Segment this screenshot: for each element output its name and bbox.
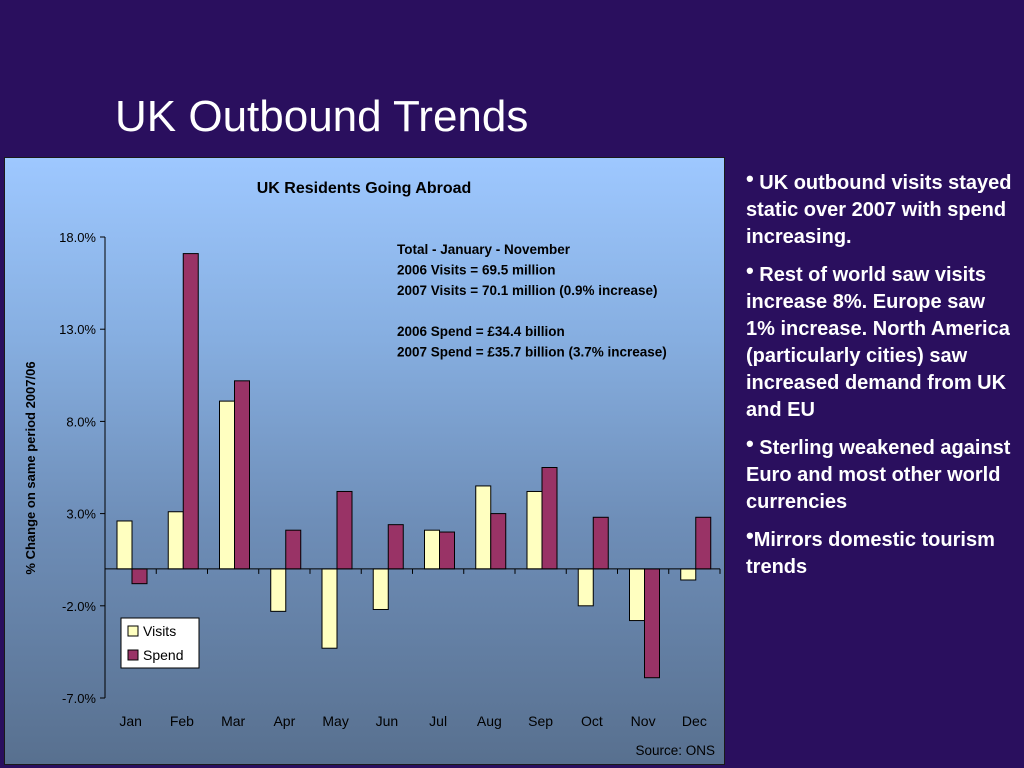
legend-swatch <box>127 649 139 661</box>
legend-label: Spend <box>143 647 183 663</box>
x-tick-label: Dec <box>682 713 707 729</box>
bullet-item: • Rest of world saw visits increase 8%. … <box>746 257 1016 424</box>
bar-visits <box>577 568 594 607</box>
bar-spend <box>695 516 712 570</box>
bar-spend <box>490 513 507 570</box>
chart-title: UK Residents Going Abroad <box>257 180 472 197</box>
bar-spend <box>336 490 353 570</box>
x-tick-label: Apr <box>273 713 295 729</box>
source-note: Source: ONS <box>635 743 715 758</box>
x-tick-label: Oct <box>581 713 603 729</box>
chart-panel: UK Residents Going Abroad 18.0% 13.0% 8.0% 3… <box>4 157 725 765</box>
bullet-text: Sterling weakened against Euro and most … <box>746 437 1011 513</box>
bar-spend <box>131 568 148 585</box>
bar-spend <box>234 380 250 570</box>
x-tick-label: May <box>322 713 348 729</box>
bullet-dot-icon: • <box>746 431 754 456</box>
bar-visits <box>321 568 338 649</box>
bullet-dot-icon: • <box>746 258 754 283</box>
bullet-text: Mirrors domestic tourism trends <box>746 529 995 578</box>
slide-title: UK Outbound Trends <box>115 92 529 141</box>
y-tick-label: 8.0% <box>66 414 96 429</box>
bar-chart: UK Residents Going Abroad 18.0% 13.0% 8.0% 3… <box>23 180 721 758</box>
legend-swatch <box>127 625 139 637</box>
x-tick-label: Jun <box>376 713 399 729</box>
x-tick-label: Feb <box>170 713 194 729</box>
bar-visits <box>167 511 184 570</box>
y-tick-label: 13.0% <box>59 322 96 337</box>
bullet-text: Rest of world saw visits increase 8%. Eu… <box>746 264 1010 421</box>
bar-visits <box>475 485 492 570</box>
x-tick-label: Jan <box>119 713 142 729</box>
annotation-line: 2007 Visits = 70.1 million (0.9% increas… <box>397 283 658 298</box>
y-tick-label: 3.0% <box>66 507 96 522</box>
bullet-item: •Mirrors domestic tourism trends <box>746 522 1016 581</box>
bar-visits <box>372 568 389 610</box>
bar-spend <box>541 467 558 570</box>
bar-visits <box>526 490 543 570</box>
bullet-item: • Sterling weakened against Euro and mos… <box>746 430 1016 516</box>
bar-visits <box>629 568 645 622</box>
annotation-line: 2006 Visits = 69.5 million <box>397 263 555 278</box>
x-tick-label: Jul <box>429 713 447 729</box>
annotation-line: 2006 Spend = £34.4 billion <box>397 324 565 339</box>
x-tick-label: Sep <box>528 713 553 729</box>
bar-spend <box>592 516 609 570</box>
bullet-dot-icon: • <box>746 523 754 548</box>
bullet-item: • UK outbound visits stayed static over … <box>746 165 1016 251</box>
bar-visits <box>424 529 440 570</box>
bar-visits <box>270 568 287 612</box>
x-tick-label: Nov <box>631 713 656 729</box>
bar-spend <box>387 524 404 570</box>
bar-spend <box>285 529 302 570</box>
bullet-text: UK outbound visits stayed static over 20… <box>746 172 1012 248</box>
bar-visits <box>680 568 697 581</box>
bar-visits <box>116 520 133 570</box>
annotation-line: 2007 Spend = £35.7 billion (3.7% increas… <box>397 345 667 360</box>
bullet-dot-icon: • <box>746 166 754 191</box>
y-tick-label: -2.0% <box>62 599 96 614</box>
bar-visits <box>219 400 235 570</box>
annotation-line: Total - January - November <box>397 242 571 257</box>
y-axis-label: % Change on same period 2007/06 <box>23 361 38 574</box>
bar-spend <box>439 531 455 570</box>
y-tick-label: 18.0% <box>59 230 96 245</box>
x-tick-label: Mar <box>221 713 245 729</box>
y-tick-label: -7.0% <box>62 691 96 706</box>
legend-label: Visits <box>143 623 176 639</box>
bar-spend <box>182 253 199 570</box>
bar-spend <box>644 568 660 679</box>
bullet-list: • UK outbound visits stayed static over … <box>746 165 1016 581</box>
x-tick-label: Aug <box>477 713 502 729</box>
